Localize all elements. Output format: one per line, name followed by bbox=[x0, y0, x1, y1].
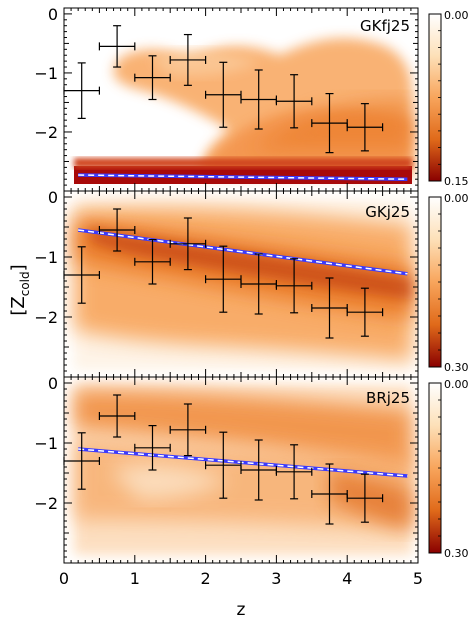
fit-line-dash-0 bbox=[78, 174, 408, 180]
errorbar-point-0-0 bbox=[63, 62, 101, 119]
fit-line-dash-1 bbox=[78, 229, 408, 275]
x-tick-label: 5 bbox=[413, 569, 423, 588]
errorbar-point-0-5 bbox=[240, 69, 277, 130]
errorbar-point-1-4 bbox=[205, 245, 242, 313]
errorbar-point-1-1 bbox=[98, 208, 136, 252]
errorbar-point-2-6 bbox=[275, 444, 313, 500]
errorbar-point-2-2 bbox=[134, 425, 171, 471]
y-axis-label-sub: cold bbox=[18, 271, 32, 296]
colorbar-label-top: 0.00 bbox=[444, 192, 469, 205]
x-axis-label: z bbox=[237, 600, 246, 620]
y-tick-label: 0 bbox=[48, 5, 58, 24]
y-tick-label: −1 bbox=[34, 64, 58, 83]
errorbar-point-0-2 bbox=[134, 55, 171, 101]
density-map-gkj25 bbox=[74, 200, 412, 370]
errorbar-point-1-7 bbox=[311, 277, 348, 339]
y-tick-label: −1 bbox=[34, 248, 58, 267]
errorbar-point-2-3 bbox=[169, 403, 207, 457]
panel-label-gkfj25: GKfj25 bbox=[360, 17, 410, 35]
errorbar-point-1-2 bbox=[134, 239, 171, 285]
errorbar-point-1-3 bbox=[169, 217, 207, 271]
y-tick-label: −2 bbox=[34, 494, 58, 513]
y-axis-label-close: ] bbox=[8, 264, 29, 271]
y-axis-label-main: [Z bbox=[8, 296, 29, 315]
colorbar-label-top: 0.00 bbox=[444, 378, 469, 391]
errorbar-point-0-4 bbox=[205, 61, 242, 128]
y-tick-label: −2 bbox=[34, 308, 58, 327]
fit-line-dash-2 bbox=[78, 448, 408, 477]
errorbar-point-0-3 bbox=[169, 33, 207, 86]
x-tick-label: 1 bbox=[130, 569, 140, 588]
svg-text:[Zcold]: [Zcold] bbox=[8, 264, 32, 315]
errorbar-point-2-1 bbox=[98, 394, 136, 438]
errorbar-point-0-8 bbox=[346, 103, 384, 152]
y-tick-label: 0 bbox=[48, 188, 58, 207]
panel-label-gkj25: GKj25 bbox=[365, 203, 410, 221]
y-tick-label: −2 bbox=[34, 123, 58, 142]
x-tick-label: 4 bbox=[342, 569, 352, 588]
errorbar-point-1-6 bbox=[275, 258, 313, 314]
x-tick-label: 2 bbox=[201, 569, 211, 588]
y-tick-label: 0 bbox=[48, 374, 58, 393]
y-axis-label: [Zcold] bbox=[8, 264, 32, 315]
panel-label-brj25: BRj25 bbox=[366, 389, 410, 407]
x-tick-label: 3 bbox=[271, 569, 281, 588]
errorbar-point-0-6 bbox=[275, 74, 313, 129]
errorbar-point-2-4 bbox=[205, 431, 242, 499]
errorbar-point-1-8 bbox=[346, 287, 384, 337]
colorbar-label-bottom: 0.30 bbox=[444, 547, 469, 560]
errorbar-point-2-8 bbox=[346, 473, 384, 523]
colorbar-label-bottom: 0.30 bbox=[444, 361, 469, 374]
colorbar-label-top: 0.00 bbox=[444, 9, 469, 22]
colorbar-label-bottom: 0.15 bbox=[444, 175, 469, 188]
errorbar-point-0-1 bbox=[98, 25, 136, 68]
density-map-gkfj25 bbox=[74, 38, 413, 184]
errorbar-point-2-0 bbox=[63, 432, 101, 490]
y-tick-label: −1 bbox=[34, 434, 58, 453]
x-tick-label: 0 bbox=[59, 569, 69, 588]
